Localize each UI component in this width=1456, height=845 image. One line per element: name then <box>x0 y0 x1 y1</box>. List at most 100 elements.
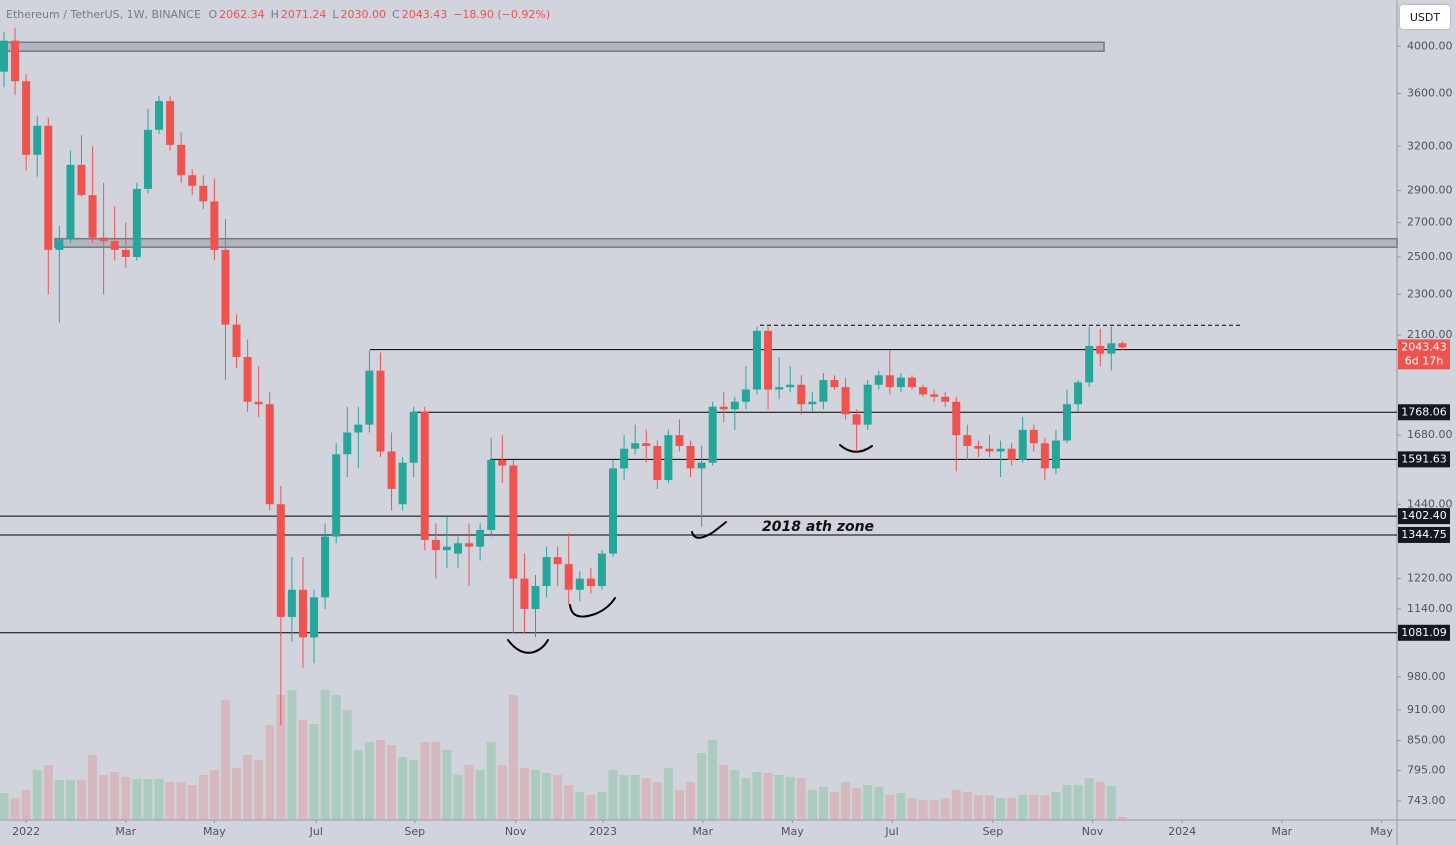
volume-bar <box>619 775 629 820</box>
x-tick-label: Mar <box>115 825 136 838</box>
candle-body <box>143 129 152 189</box>
volume-bar <box>929 800 939 820</box>
y-tick-label: 1440.00 <box>1407 497 1453 510</box>
candle-body <box>852 414 861 425</box>
volume-bar <box>519 768 529 820</box>
volume-bar <box>1084 778 1094 820</box>
volume-bar <box>420 742 430 820</box>
candle-body <box>653 445 662 481</box>
volume-bar <box>353 750 363 820</box>
volume-bar <box>885 795 895 820</box>
volume-bar <box>663 768 673 820</box>
x-tick-label: 2022 <box>12 825 40 838</box>
volume-bar <box>841 782 851 820</box>
volume-bar <box>951 790 961 820</box>
hand-curve <box>691 521 727 539</box>
volume-bar <box>874 787 884 820</box>
volume-bar <box>220 700 230 820</box>
volume-bar <box>176 782 186 820</box>
candle-body <box>321 536 330 598</box>
field-label: O <box>208 8 218 21</box>
volume-bar <box>88 755 98 820</box>
y-tick-label: 2700.00 <box>1407 215 1453 228</box>
volume-bar <box>575 792 585 820</box>
volume-bar <box>829 792 839 820</box>
field-value: 2062.34 <box>219 8 265 21</box>
x-tick-label: Mar <box>692 825 713 838</box>
field-label: H <box>270 8 279 21</box>
volume-bar <box>453 775 463 820</box>
volume-bar <box>497 765 507 820</box>
hand-curve <box>507 639 549 654</box>
volume-bar <box>99 775 109 820</box>
volume-bar <box>630 775 640 820</box>
candle-body <box>276 504 285 617</box>
volume-bar <box>962 792 972 820</box>
field-value: 2043.43 <box>401 8 448 21</box>
y-tick-label: 2300.00 <box>1407 287 1453 300</box>
candle-body <box>907 377 916 388</box>
volume-bar <box>973 795 983 820</box>
candle-body <box>465 543 474 547</box>
level-label: 1081.09 <box>1401 626 1447 639</box>
y-tick-label: 743.00 <box>1407 794 1446 807</box>
volume-bar <box>298 720 308 820</box>
candle-body <box>697 462 706 469</box>
candle-body <box>597 553 606 586</box>
volume-bar <box>265 725 275 820</box>
candle-body <box>44 125 53 250</box>
volume-bar <box>287 690 297 820</box>
candle-body <box>22 81 31 155</box>
volume-bar <box>752 772 762 820</box>
field-label: C <box>392 8 400 21</box>
candle-body <box>287 589 296 617</box>
candle-body <box>110 241 119 250</box>
candle-body <box>1007 448 1016 460</box>
volume-bar <box>697 753 707 820</box>
volume-bar <box>243 755 253 820</box>
candle-body <box>453 543 462 554</box>
candle-body <box>631 443 640 449</box>
currency-button[interactable]: USDT <box>1400 5 1450 29</box>
volume-bar <box>907 798 917 820</box>
candle-body <box>1063 404 1072 441</box>
volume-bar <box>531 770 541 820</box>
volume-bars <box>0 690 1127 820</box>
candle-body <box>88 195 97 238</box>
volume-bar <box>940 798 950 820</box>
hand-curve <box>569 597 616 618</box>
level-label-box <box>1398 508 1450 525</box>
candle-body <box>586 578 595 586</box>
x-tick-label: Nov <box>505 825 527 838</box>
candle-body <box>896 377 905 388</box>
candle-body <box>498 459 507 466</box>
candle-body <box>1074 382 1083 405</box>
volume-bar <box>818 787 828 820</box>
volume-bar <box>320 690 330 820</box>
volume-bar <box>143 779 153 820</box>
volume-bar <box>65 780 75 820</box>
volume-bar <box>741 778 751 820</box>
candle-body <box>531 585 540 609</box>
candle-body <box>620 448 629 469</box>
candle-body <box>409 411 418 463</box>
candle-body <box>741 389 750 402</box>
candle-body <box>132 188 141 257</box>
x-tick-label: May <box>781 825 804 838</box>
level-label-box <box>1398 526 1450 543</box>
candle-body <box>1096 345 1105 354</box>
y-tick-label: 2900.00 <box>1407 183 1453 196</box>
volume-bar <box>1062 785 1072 820</box>
volume-bar <box>1106 786 1116 820</box>
hand-drawings <box>507 444 873 654</box>
candle-body <box>354 424 363 433</box>
candle-body <box>974 445 983 449</box>
volume-bar <box>431 742 441 820</box>
candle-body <box>841 387 850 415</box>
y-tick-label: 795.00 <box>1407 764 1446 777</box>
candle-body <box>420 411 429 540</box>
volume-bar <box>387 745 397 820</box>
volume-bar <box>464 765 474 820</box>
volume-bar <box>154 779 164 820</box>
